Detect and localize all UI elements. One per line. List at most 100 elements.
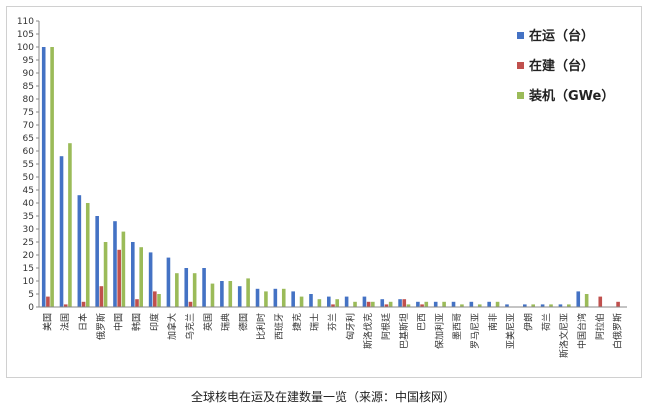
bar-capacity	[549, 304, 553, 307]
bar-construction	[366, 301, 371, 307]
bar-construction	[117, 249, 121, 307]
chart-caption: 全球核电在运及在建数量一览（来源：中国核网）	[190, 390, 455, 404]
bar-capacity	[531, 304, 535, 307]
y-tick-label: 35	[23, 212, 34, 222]
bar-operating	[131, 242, 135, 307]
bar-capacity	[442, 301, 446, 307]
bar-construction	[402, 299, 407, 307]
bar-construction	[63, 304, 68, 307]
x-category-label: 印度	[148, 313, 160, 331]
x-category-label: 巴西	[417, 313, 428, 331]
x-category-label: 捷克	[291, 313, 303, 331]
bar-operating	[416, 301, 420, 307]
y-tick-label: 45	[23, 186, 34, 196]
bar-capacity	[50, 47, 54, 307]
bar-operating	[237, 286, 242, 307]
bar-capacity	[228, 281, 233, 307]
bar-capacity	[175, 273, 179, 307]
x-category-label: 西班牙	[273, 313, 285, 340]
legend-swatch	[517, 62, 524, 69]
bar-capacity	[246, 278, 250, 307]
bar-capacity	[281, 288, 286, 307]
bar-capacity	[210, 283, 215, 307]
y-tick-label: 30	[23, 225, 35, 235]
bar-capacity	[424, 301, 429, 307]
bar-operating	[540, 304, 545, 307]
y-tick-label: 85	[23, 82, 34, 92]
y-tick-label: 80	[23, 95, 35, 105]
bar-capacity	[192, 273, 197, 307]
bar-operating	[220, 281, 224, 307]
bar-capacity	[157, 294, 161, 307]
x-category-label: 斯洛文尼亚	[558, 313, 570, 358]
x-category-label: 南非	[487, 313, 499, 331]
x-category-label: 英国	[202, 313, 214, 331]
bar-capacity	[477, 304, 482, 307]
x-category-label: 罗马尼亚	[470, 313, 481, 349]
x-category-label: 巴基斯坦	[398, 313, 410, 349]
bar-capacity	[139, 247, 143, 307]
bar-capacity	[85, 203, 90, 307]
bar-operating	[273, 288, 278, 307]
x-category-label: 白俄罗斯	[612, 313, 624, 349]
bar-construction	[616, 301, 620, 307]
bar-operating	[184, 268, 189, 307]
x-category-label: 阿根廷	[380, 313, 392, 340]
x-category-label: 阿拉伯	[594, 313, 606, 340]
x-category-label: 比利时	[255, 313, 267, 340]
x-category-label: 德国	[237, 313, 249, 331]
bar-construction	[331, 304, 335, 307]
bar-capacity	[460, 304, 464, 307]
y-tick-label: 100	[17, 43, 34, 53]
bar-operating	[451, 301, 456, 307]
x-category-label: 韩国	[131, 313, 143, 331]
bar-capacity	[68, 143, 72, 307]
x-category-label: 法国	[59, 313, 71, 331]
bar-construction	[153, 291, 157, 307]
legend-label: 在建（台）	[529, 58, 594, 74]
bar-construction	[598, 296, 603, 307]
y-tick-label: 10	[23, 277, 35, 287]
bar-capacity	[335, 299, 339, 307]
bar-operating	[344, 296, 349, 307]
x-category-label: 墨西哥	[452, 313, 463, 340]
bar-capacity	[121, 231, 126, 307]
bar-operating	[309, 294, 313, 307]
x-category-label: 斯洛伐克	[362, 313, 374, 349]
bar-operating	[255, 288, 260, 307]
x-category-label: 中国	[113, 313, 125, 331]
y-tick-label: 60	[23, 147, 35, 157]
bar-operating	[558, 304, 563, 307]
y-tick-label: 95	[23, 56, 34, 66]
x-category-label: 中国台湾	[576, 313, 588, 349]
bar-capacity	[103, 242, 108, 307]
bar-construction	[46, 296, 50, 307]
bar-capacity	[495, 301, 500, 307]
bar-construction	[81, 301, 86, 307]
legend-label: 在运（台）	[529, 28, 594, 44]
bar-operating	[148, 252, 153, 307]
x-category-label: 美国	[41, 313, 53, 331]
bar-operating	[327, 296, 331, 307]
legend: 在运（台） 在建（台） 装机（GWe）	[517, 28, 614, 104]
y-tick-label: 75	[23, 108, 34, 118]
bar-construction	[188, 301, 193, 307]
bar-capacity	[299, 296, 304, 307]
bars	[41, 47, 620, 307]
bar-capacity	[353, 301, 357, 307]
y-tick-label: 40	[23, 199, 35, 209]
x-category-label: 伊朗	[523, 313, 535, 331]
bar-capacity	[388, 301, 393, 307]
bar-operating	[362, 296, 367, 307]
bar-operating	[113, 221, 117, 307]
bar-capacity	[371, 301, 375, 307]
bar-operating	[166, 257, 171, 307]
y-tick-label: 0	[28, 303, 34, 313]
legend-swatch	[517, 92, 524, 99]
x-category-label: 俄罗斯	[95, 313, 107, 340]
bar-operating	[487, 301, 491, 307]
bar-capacity	[406, 304, 411, 307]
chart-frame: 0 5 10 15 20 25 30 35 40 45 50 55 60 65 70 75 80 85 90 95 10…	[6, 6, 642, 378]
legend-label: 装机（GWe）	[528, 88, 614, 104]
bar-construction	[384, 304, 389, 307]
